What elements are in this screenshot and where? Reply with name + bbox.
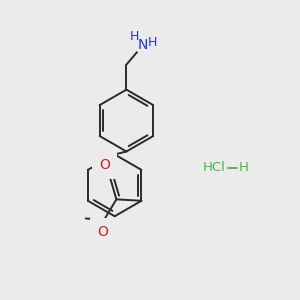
Text: N: N <box>137 38 148 52</box>
Text: H: H <box>130 30 139 43</box>
Text: O: O <box>99 158 110 172</box>
Text: O: O <box>97 225 108 239</box>
Text: H: H <box>239 161 249 174</box>
Text: HCl: HCl <box>203 161 226 174</box>
Text: H: H <box>147 36 157 49</box>
